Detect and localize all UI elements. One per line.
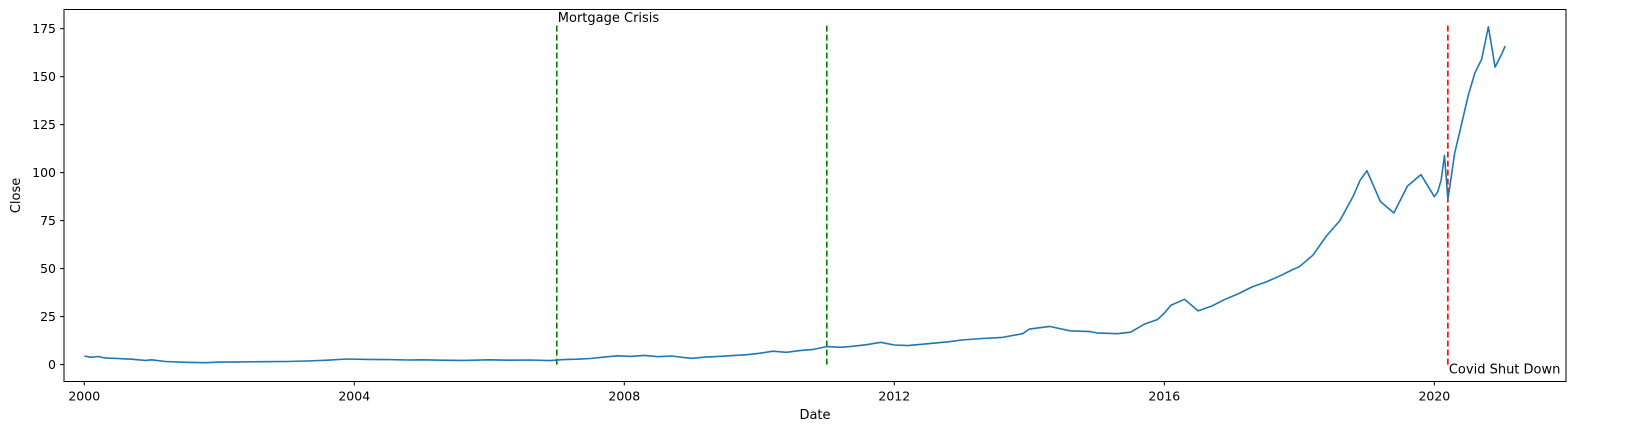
y-tick-label: 175: [32, 21, 56, 36]
x-tick-label: 2004: [338, 389, 370, 404]
y-tick-label: 50: [40, 261, 56, 276]
annotation-layer: Mortgage Crisis Covid Shut Down: [558, 11, 1561, 378]
plot-area: [64, 9, 1566, 382]
annotation-label: Covid Shut Down: [1449, 362, 1561, 377]
x-tick-label: 2016: [1148, 389, 1180, 404]
annotation-label: Mortgage Crisis: [558, 11, 660, 26]
x-tick-label: 2008: [608, 389, 640, 404]
y-tick-label: 125: [32, 117, 56, 132]
y-tick-label: 75: [40, 213, 56, 228]
y-axis: 0 25 50 75 100 125 150 175: [32, 21, 64, 372]
y-axis-title: Close: [9, 178, 24, 213]
y-tick-label: 0: [48, 357, 56, 372]
series-layer: [84, 25, 1506, 364]
x-tick-label: 2000: [68, 389, 100, 404]
x-axis: 2000 2004 2008 2012 2016 2020: [68, 381, 1450, 404]
close-price-line: [84, 25, 1506, 364]
y-tick-label: 100: [32, 165, 56, 180]
y-tick-label: 150: [32, 69, 56, 84]
x-axis-title: Date: [799, 408, 830, 423]
y-tick-label: 25: [40, 309, 56, 324]
plot-frame: [63, 9, 1567, 382]
x-tick-label: 2020: [1418, 389, 1450, 404]
vlines-layer: [555, 24, 1449, 365]
x-tick-label: 2012: [878, 389, 910, 404]
